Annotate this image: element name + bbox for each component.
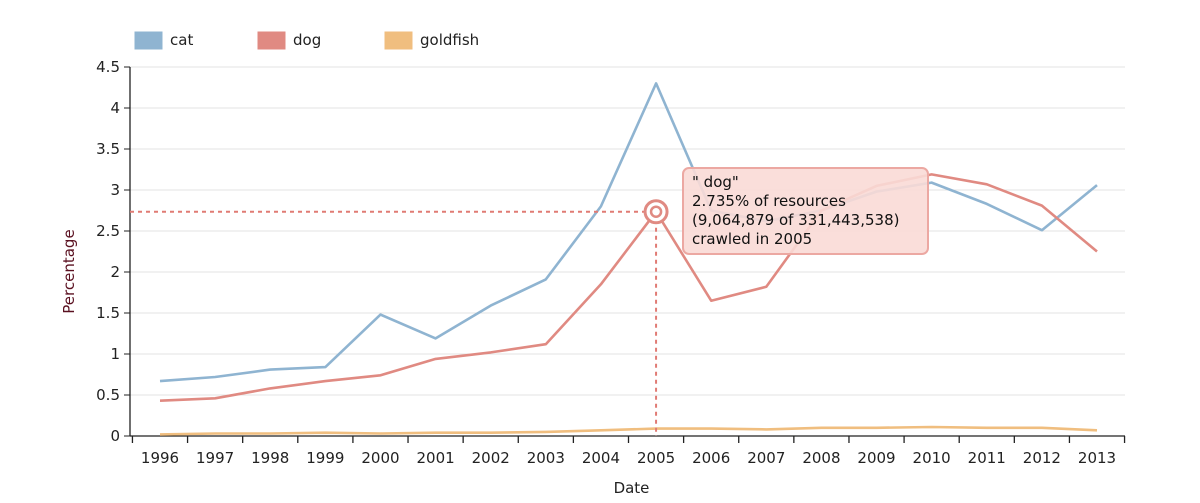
x-tick-label: 2008 bbox=[802, 449, 840, 467]
y-tick-label: 1 bbox=[110, 345, 120, 363]
y-tick-label: 2.5 bbox=[96, 222, 120, 240]
tooltip-text-3: (9,064,879 of 331,443,538) bbox=[692, 211, 899, 229]
y-tick-label: 3.5 bbox=[96, 140, 120, 158]
y-tick-label: 2 bbox=[110, 263, 120, 281]
x-tick-label: 2006 bbox=[692, 449, 730, 467]
y-tick-label: 4.5 bbox=[96, 58, 120, 76]
x-tick-label: 2001 bbox=[416, 449, 454, 467]
y-tick-label: 3 bbox=[110, 181, 120, 199]
x-tick-label: 2011 bbox=[968, 449, 1006, 467]
legend-swatch-goldfish bbox=[384, 31, 413, 50]
y-tick-label: 0.5 bbox=[96, 386, 120, 404]
highlight-marker-outer[interactable] bbox=[643, 199, 669, 225]
x-tick-label: 2009 bbox=[857, 449, 895, 467]
y-tick-label: 0 bbox=[110, 427, 120, 445]
series-line-dog[interactable] bbox=[159, 173, 1098, 402]
legend-label-dog: dog bbox=[293, 31, 321, 49]
tooltip-box bbox=[682, 167, 929, 255]
x-tick-label: 1998 bbox=[251, 449, 289, 467]
y-axis-title: Percentage bbox=[60, 229, 78, 313]
y-tick-label: 1.5 bbox=[96, 304, 120, 322]
legend-swatch-dog bbox=[257, 31, 286, 50]
series-line-cat[interactable] bbox=[159, 82, 1098, 383]
x-tick-label: 2012 bbox=[1023, 449, 1061, 467]
y-tick-label: 4 bbox=[110, 99, 120, 117]
x-tick-label: 2000 bbox=[361, 449, 399, 467]
x-tick-label: 2002 bbox=[472, 449, 510, 467]
x-tick-label: 1996 bbox=[141, 449, 179, 467]
tooltip-text-1: " dog" bbox=[692, 173, 739, 191]
x-tick-label: 2010 bbox=[913, 449, 951, 467]
x-tick-label: 1997 bbox=[196, 449, 234, 467]
x-tick-label: 2005 bbox=[637, 449, 675, 467]
x-tick-label: 1999 bbox=[306, 449, 344, 467]
x-tick-label: 2003 bbox=[527, 449, 565, 467]
tooltip-text-4: crawled in 2005 bbox=[692, 230, 812, 248]
x-axis-title: Date bbox=[614, 479, 650, 497]
legend-label-goldfish: goldfish bbox=[420, 31, 479, 49]
x-tick-label: 2013 bbox=[1078, 449, 1116, 467]
highlight-marker-inner bbox=[649, 205, 663, 218]
tooltip-text-2: 2.735% of resources bbox=[692, 192, 846, 210]
x-tick-label: 2007 bbox=[747, 449, 785, 467]
legend-swatch-cat bbox=[134, 31, 163, 50]
x-tick-label: 2004 bbox=[582, 449, 620, 467]
series-line-goldfish[interactable] bbox=[159, 425, 1098, 436]
legend-label-cat: cat bbox=[170, 31, 193, 49]
